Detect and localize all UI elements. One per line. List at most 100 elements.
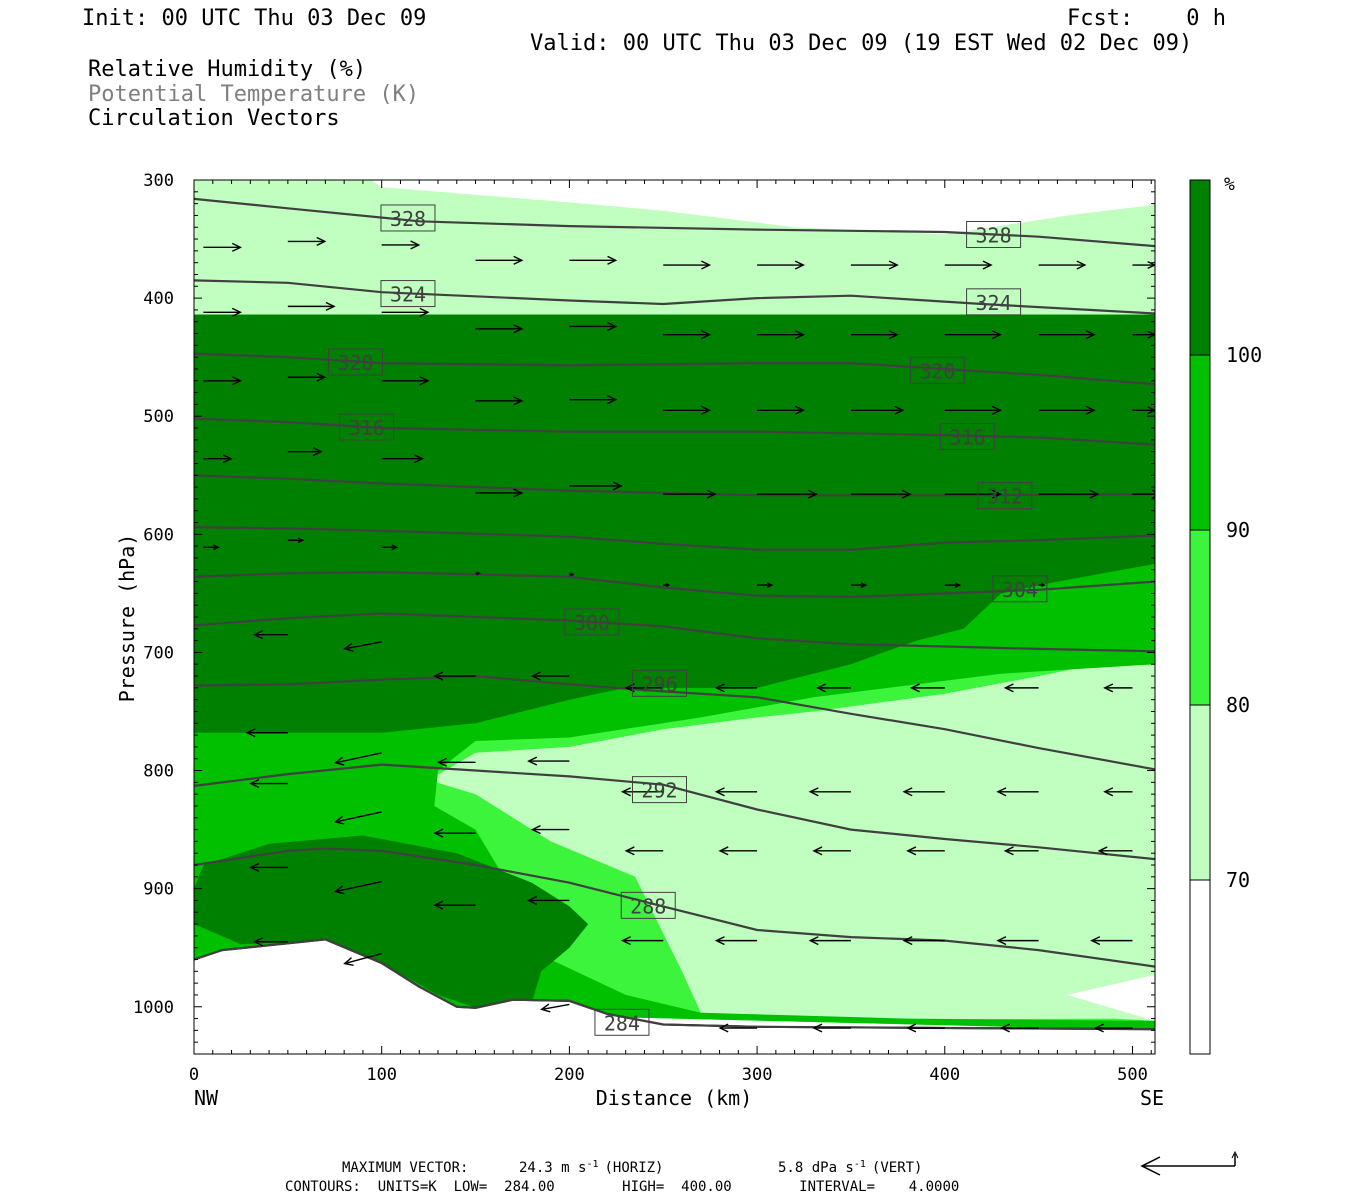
valid-time: Valid: 00 UTC Thu 03 Dec 09 (19 EST Wed … <box>530 31 1193 56</box>
theta-contour-312 <box>194 474 1155 497</box>
circulation-vector <box>381 454 425 464</box>
circulation-vector <box>808 787 851 797</box>
circulation-vector <box>433 671 476 681</box>
circulation-vector <box>203 376 242 386</box>
horiz-max-value: 24.3 m s-1 (HORIZ) <box>519 1159 664 1176</box>
colorbar-unit: % <box>1224 174 1235 195</box>
circulation-vector <box>714 787 758 797</box>
circulation-vector <box>1038 330 1096 340</box>
circulation-vector <box>757 489 818 499</box>
circulation-vector <box>252 937 288 947</box>
contour-label: 316 <box>939 422 995 450</box>
circulation-vector <box>203 242 242 252</box>
colorbar-swatch <box>1190 530 1210 705</box>
circulation-vector <box>381 544 399 551</box>
contour-label: 296 <box>631 669 687 697</box>
contour-label-text: 292 <box>641 779 677 803</box>
circulation-vector <box>906 846 945 856</box>
circulation-vector <box>287 236 327 246</box>
contour-info: CONTOURS: UNITS=K LOW= 284.00 HIGH= 400.… <box>285 1179 959 1195</box>
circulation-vector <box>475 255 524 265</box>
x-tick-label: 200 <box>554 1065 585 1085</box>
circulation-vector <box>663 330 712 340</box>
circulation-vector <box>249 778 288 789</box>
contour-label: 324 <box>966 288 1022 316</box>
circulation-vector <box>1103 787 1133 797</box>
max-vector-label: MAXIMUM VECTOR: <box>342 1160 468 1176</box>
theta-contour-328 <box>194 197 1155 248</box>
circulation-vector <box>381 240 421 250</box>
forecast-hour: Fcst: 0 h <box>1067 6 1226 31</box>
x-tick-label: 300 <box>742 1065 773 1085</box>
circulation-vector <box>287 447 323 457</box>
circulation-vector <box>1003 846 1039 856</box>
circulation-vector <box>1038 489 1100 499</box>
contour-label-text: 324 <box>976 291 1012 315</box>
circulation-vector <box>1097 846 1133 856</box>
theta-contour-300 <box>194 612 1155 653</box>
axis-ticks: 0 100 200 300 400 500 300 400 500 600 700 800 900 100… <box>133 171 1155 1085</box>
circulation-vector <box>540 1003 570 1013</box>
theta-contour-288 <box>194 847 1155 968</box>
y-tick-label: 600 <box>143 525 174 545</box>
contour-label-text: 300 <box>574 611 610 635</box>
circulation-vector <box>909 683 945 693</box>
colorbar-swatch <box>1190 705 1210 880</box>
circulation-vector <box>436 757 476 767</box>
circulation-vector <box>569 395 618 405</box>
circulation-vector <box>333 811 382 825</box>
circulation-vector <box>714 936 758 946</box>
circulation-vector <box>333 880 382 895</box>
circulation-vector <box>252 630 288 640</box>
field-rh-title: Relative Humidity (%) <box>88 57 367 82</box>
terrain-mask <box>194 939 1155 1054</box>
contour-label-text: 288 <box>630 894 666 918</box>
colorbar-label: 100 <box>1226 343 1262 367</box>
theta-contour-308 <box>194 526 1155 551</box>
circulation-vector <box>287 537 305 544</box>
contour-label: 312 <box>977 482 1033 510</box>
x-tick-label: 400 <box>929 1065 960 1085</box>
circulation-vector <box>1038 583 1046 588</box>
contour-label: 324 <box>380 280 436 308</box>
circulation-vector <box>850 582 868 588</box>
y-tick-label: 400 <box>143 289 174 309</box>
field-vectors-title: Circulation Vectors <box>88 106 340 131</box>
circulation-vector <box>620 936 664 946</box>
circulation-vector <box>287 372 327 382</box>
contour-label: 320 <box>327 348 383 376</box>
rh-fill-100 <box>194 835 589 1008</box>
circulation-vector <box>433 828 476 838</box>
circulation-vector <box>1038 405 1096 415</box>
circulation-vector <box>812 846 851 856</box>
contour-label: 316 <box>339 413 395 441</box>
x-tick-label: 100 <box>366 1065 397 1085</box>
contour-label: 292 <box>631 776 687 804</box>
se-label: SE <box>1140 1086 1164 1110</box>
circulation-vector <box>663 489 717 499</box>
contour-label-text: 312 <box>987 485 1023 509</box>
contour-label: 328 <box>966 221 1022 249</box>
circulation-vector <box>475 571 481 576</box>
contour-label-text: 316 <box>949 425 985 449</box>
contour-label-text: 304 <box>1002 578 1038 602</box>
contour-label-text: 320 <box>337 351 373 375</box>
contour-label-text: 328 <box>976 224 1012 248</box>
x-tick-label: 0 <box>189 1065 199 1085</box>
circulation-vector <box>850 405 905 415</box>
circulation-vector <box>530 825 570 835</box>
circulation-vector <box>333 752 382 766</box>
colorbar-label: 70 <box>1226 868 1250 892</box>
contour-label: 284 <box>594 1008 650 1036</box>
circulation-vector <box>757 405 805 415</box>
circulation-vector <box>249 862 288 872</box>
circulation-vector <box>850 260 899 270</box>
circulation-vector <box>757 582 774 588</box>
circulation-vector <box>944 582 962 588</box>
y-tick-label: 500 <box>143 407 174 427</box>
circulation-vector <box>996 936 1039 946</box>
theta-contour-320 <box>194 352 1155 386</box>
y-tick-label: 300 <box>143 171 174 191</box>
circulation-vector <box>620 787 664 797</box>
